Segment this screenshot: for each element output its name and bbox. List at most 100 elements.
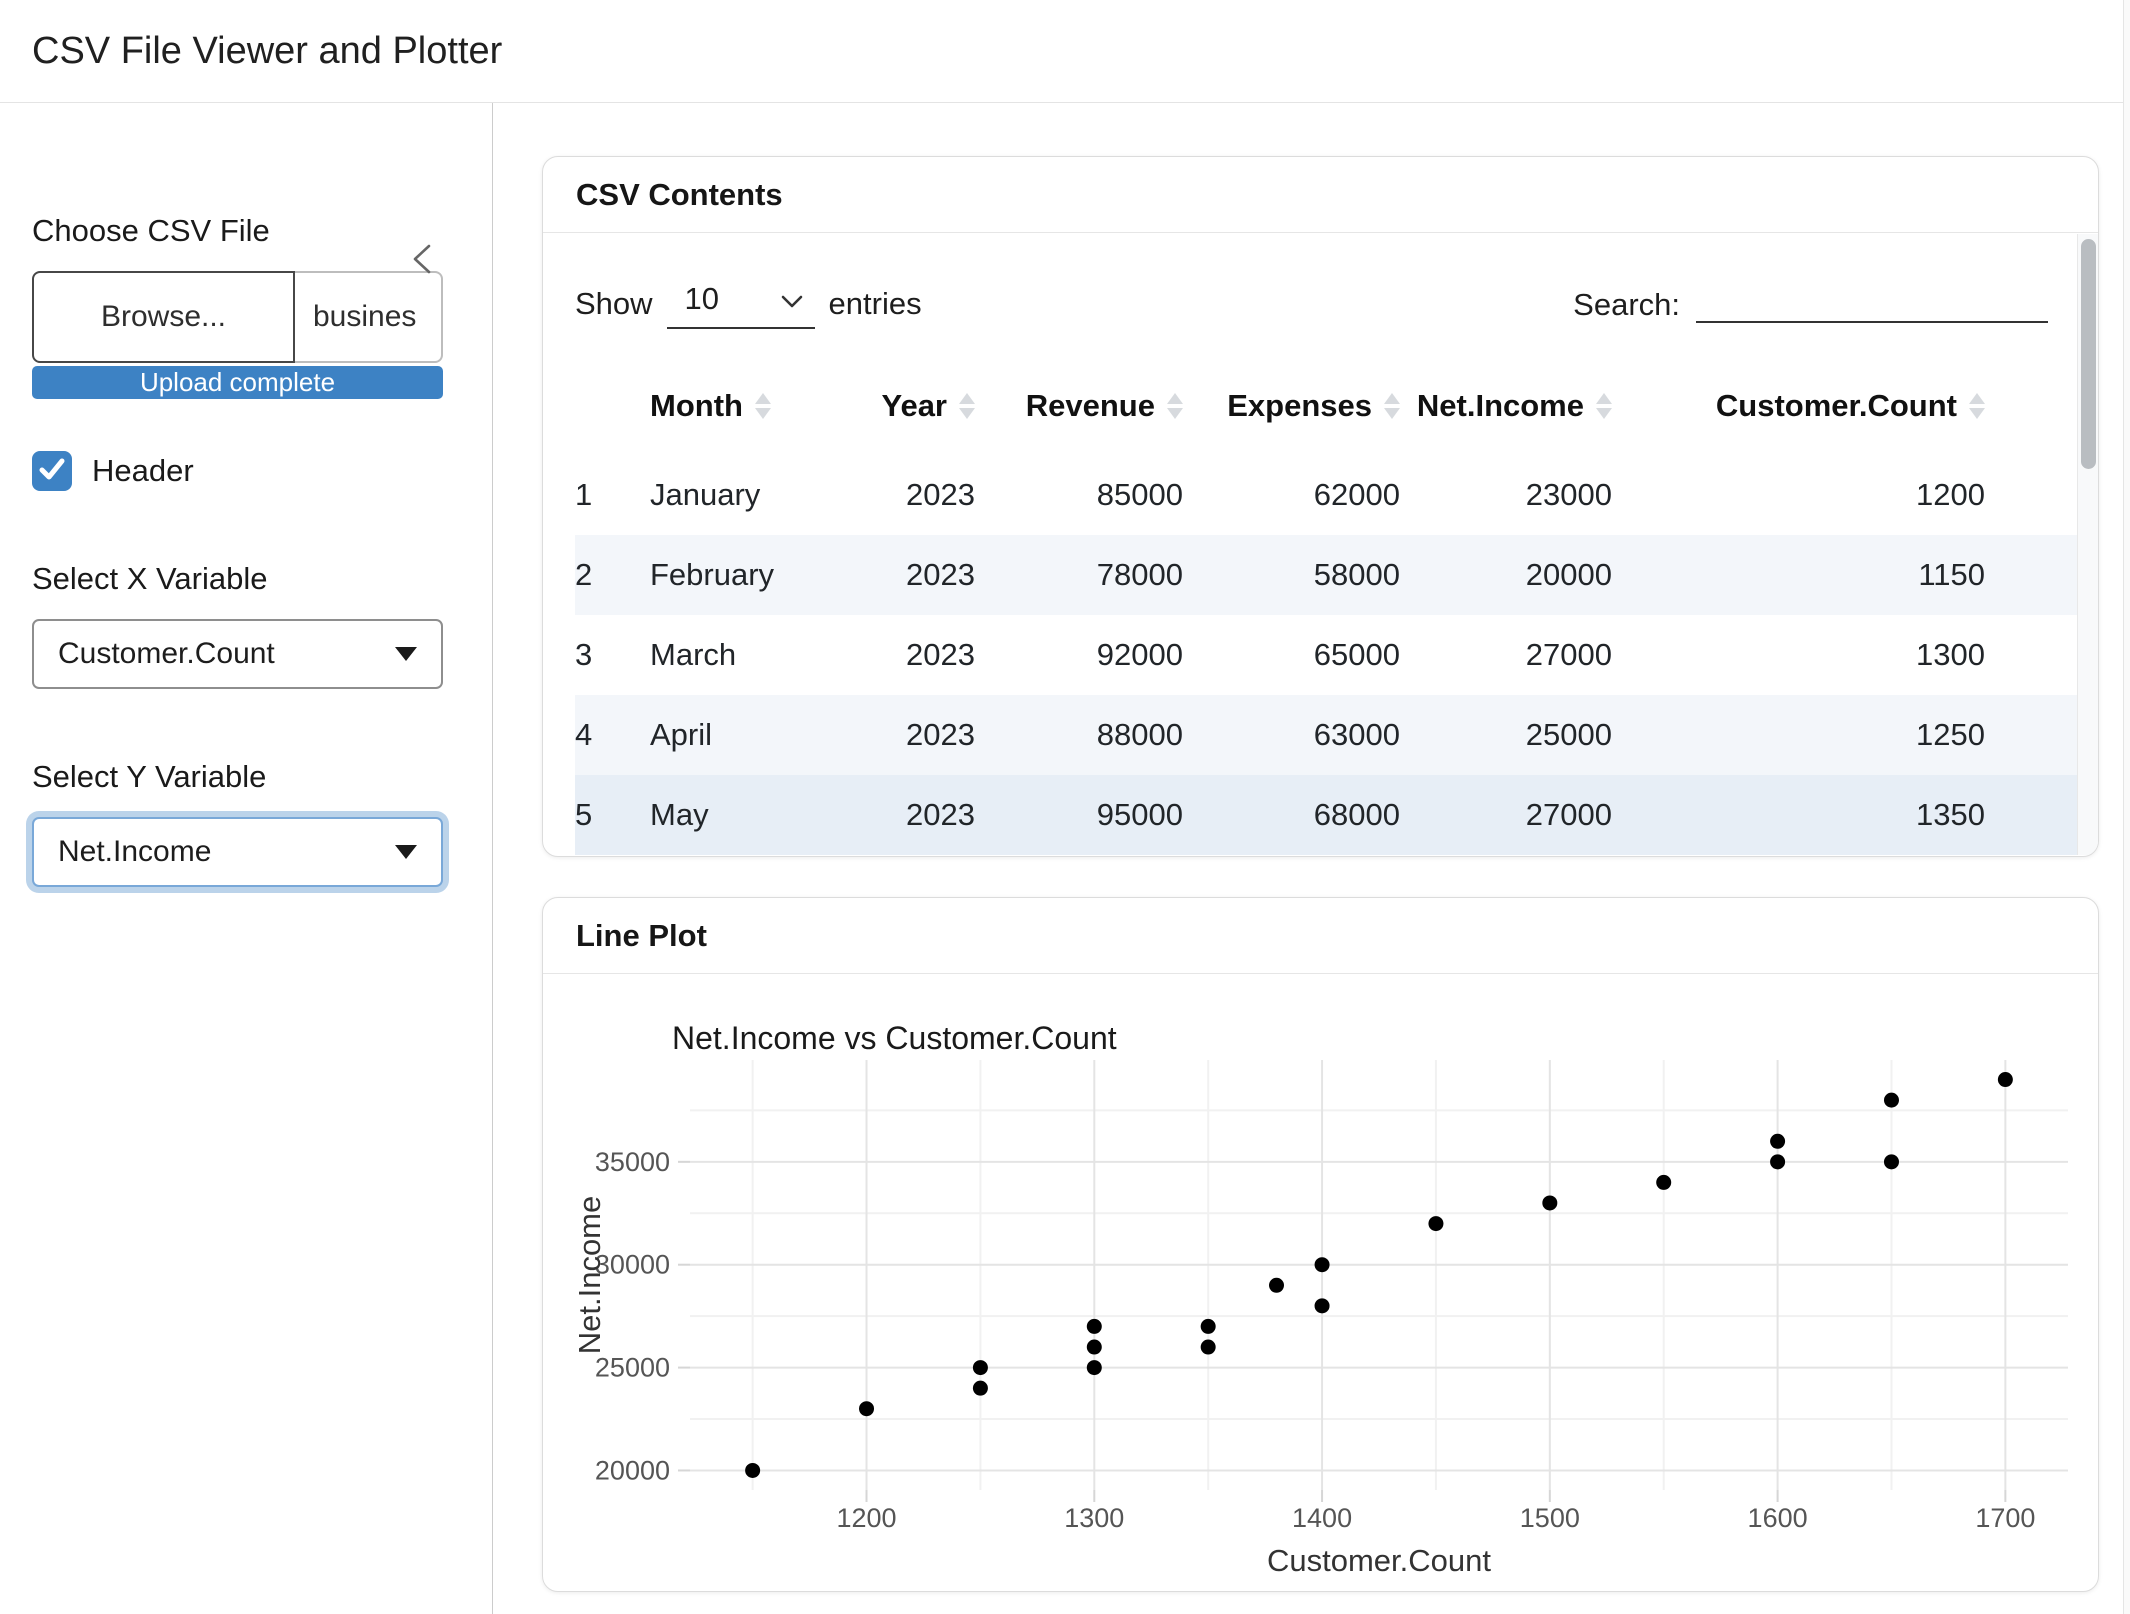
table-cell: 2023 (906, 477, 975, 512)
table-cell: 63000 (1313, 717, 1400, 752)
table-cell: 1300 (1916, 637, 1985, 672)
table-cell: 95000 (1096, 797, 1183, 832)
x-variable-value: Customer.Count (58, 637, 275, 670)
datatable: Show 10 entries Search: (543, 279, 2098, 855)
table-header-row: Month Year Revenue Expenses Net.Income Custom… (575, 357, 2080, 455)
csv-card-header: CSV Contents (543, 157, 2098, 233)
search-input[interactable] (1696, 279, 2048, 323)
table-cell: 27000 (1525, 797, 1612, 832)
chevron-left-icon (406, 244, 440, 281)
data-point (1997, 1072, 2013, 1088)
main-content: CSV Contents Show 10 entries (493, 103, 2130, 1614)
x-tick-label: 1400 (1292, 1503, 1352, 1533)
column-header-month[interactable]: Month (650, 357, 850, 455)
x-tick-label: 1600 (1748, 1503, 1808, 1533)
y-tick-label: 35000 (595, 1147, 670, 1177)
x-tick-label: 1700 (1975, 1503, 2035, 1533)
upload-progress-bar: Upload complete (32, 366, 443, 399)
column-header-customer-count[interactable]: Customer.Count (1612, 357, 2080, 455)
y-tick-label: 30000 (595, 1250, 670, 1280)
data-point (1883, 1092, 1899, 1108)
app-header: CSV File Viewer and Plotter (0, 0, 2130, 103)
column-header-year[interactable]: Year (850, 357, 975, 455)
sidebar: Choose CSV File Browse... busines Upload… (0, 103, 493, 1614)
plot-title: Net.Income vs Customer.Count (672, 1020, 1117, 1056)
data-point (1770, 1133, 1786, 1149)
x-axis-title: Customer.Count (1267, 1543, 1491, 1578)
table-cell: 62000 (1313, 477, 1400, 512)
table-row[interactable]: 3 March 2023 92000 65000 27000 1300 (575, 615, 2080, 695)
data-point (1200, 1318, 1216, 1334)
table-cell: 27000 (1525, 637, 1612, 672)
table-cell: 92000 (1096, 637, 1183, 672)
sort-icon (1167, 393, 1183, 419)
data-point (1086, 1360, 1102, 1376)
plot-card-header: Line Plot (543, 898, 2098, 974)
table-cell: 2023 (906, 637, 975, 672)
data-point (1200, 1339, 1216, 1355)
data-point (1770, 1154, 1786, 1170)
header-checkbox[interactable] (32, 451, 72, 491)
caret-down-icon (395, 647, 417, 661)
table-scrollbar-track[interactable] (2077, 234, 2098, 855)
x-variable-select[interactable]: Customer.Count (32, 619, 443, 689)
y-variable-value: Net.Income (58, 835, 212, 868)
table-cell: 1350 (1916, 797, 1985, 832)
file-input: Browse... busines (32, 271, 443, 363)
table-cell: 2023 (906, 797, 975, 832)
line-plot-card: Line Plot 1200 1300 1400 1500 1600 1700 20000 2… (542, 897, 2099, 1592)
sidebar-collapse-button[interactable] (406, 241, 440, 277)
y-variable-select[interactable]: Net.Income (32, 817, 443, 887)
table-cell: 68000 (1313, 797, 1400, 832)
table-row[interactable]: 1 January 2023 85000 62000 23000 1200 (575, 455, 2080, 535)
plot-canvas: 1200 1300 1400 1500 1600 1700 20000 25000 30000 3… (572, 1020, 2068, 1578)
table-cell: 65000 (1313, 637, 1400, 672)
y-axis-title: Net.Income (572, 1196, 607, 1355)
sort-icon (1969, 393, 1985, 419)
data-point (972, 1380, 988, 1396)
csv-table: Month Year Revenue Expenses Net.Income Custom… (575, 357, 2080, 855)
chevron-down-icon (781, 281, 803, 317)
plot-card-title: Line Plot (576, 917, 707, 953)
table-cell: April (650, 717, 713, 752)
search-label: Search: (1573, 287, 1680, 322)
data-point (1428, 1216, 1444, 1232)
y-variable-label: Select Y Variable (32, 759, 267, 794)
table-cell: 88000 (1096, 717, 1183, 752)
table-cell: February (650, 557, 775, 592)
file-input-label: Choose CSV File (32, 213, 270, 248)
column-header-revenue[interactable]: Revenue (975, 357, 1183, 455)
x-tick-label: 1500 (1520, 1503, 1580, 1533)
column-header-expenses[interactable]: Expenses (1183, 357, 1400, 455)
scatter-plot: 1200 1300 1400 1500 1600 1700 20000 25000 30000 3… (543, 974, 2098, 1591)
sort-icon (1596, 393, 1612, 419)
table-scrollbar-thumb[interactable] (2081, 239, 2096, 469)
show-label: Show (575, 286, 653, 321)
sort-icon (959, 393, 975, 419)
page-scrollbar-gutter[interactable] (2123, 0, 2130, 1614)
csv-card-title: CSV Contents (576, 176, 783, 212)
column-header-net-income[interactable]: Net.Income (1400, 357, 1612, 455)
file-name-field[interactable]: busines (295, 271, 443, 363)
page-size-select[interactable]: 10 (666, 279, 815, 329)
table-cell: March (650, 637, 737, 672)
row-number-cell: 3 (575, 637, 593, 672)
checkmark-icon (32, 449, 72, 494)
data-point (745, 1462, 761, 1478)
page-title: CSV File Viewer and Plotter (32, 29, 503, 72)
table-cell: 23000 (1525, 477, 1612, 512)
sort-icon (1384, 393, 1400, 419)
table-cell: 85000 (1096, 477, 1183, 512)
entries-label: entries (828, 286, 922, 321)
table-row[interactable]: 2 February 2023 78000 58000 20000 1150 (575, 535, 2080, 615)
data-point (1542, 1195, 1558, 1211)
table-row[interactable]: 4 April 2023 88000 63000 25000 1250 (575, 695, 2080, 775)
browse-button[interactable]: Browse... (32, 271, 295, 363)
caret-down-icon (395, 845, 417, 859)
row-number-cell: 1 (575, 477, 593, 512)
row-number-cell: 2 (575, 557, 593, 592)
table-cell: 20000 (1525, 557, 1612, 592)
column-label: Expenses (1227, 388, 1372, 423)
data-point (1883, 1154, 1899, 1170)
table-row[interactable]: 5 May 2023 95000 68000 27000 1350 (575, 775, 2080, 855)
